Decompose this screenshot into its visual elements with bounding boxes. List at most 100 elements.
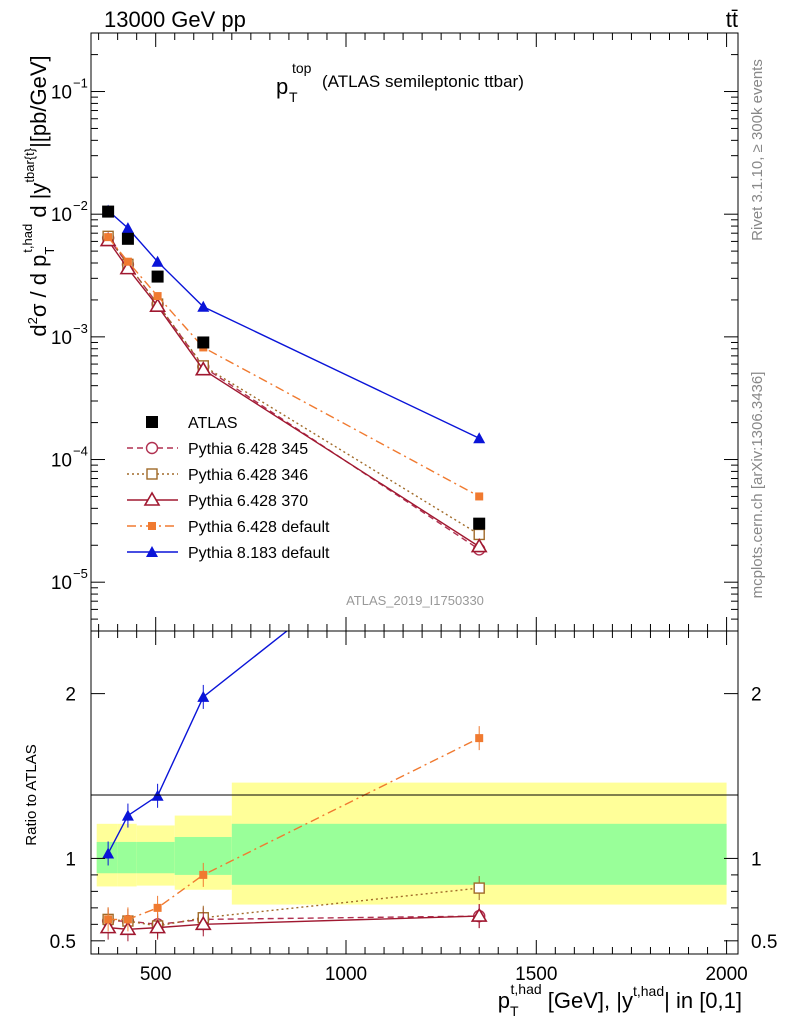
legend-entry: Pythia 6.428 346: [127, 467, 308, 484]
main-y-tick-label: 10: [51, 205, 72, 226]
main-data-point: [197, 336, 210, 349]
ratio-y-tick-label-right: 1: [751, 849, 762, 870]
main-y-axis: 10−110−210−310−410−5: [51, 54, 738, 632]
main-data-point: [104, 233, 113, 242]
plot-title: p top T (ATLAS semileptonic ttbar): [276, 60, 524, 105]
ratio-y-tick-label: 0.5: [50, 932, 76, 953]
main-y-tick-label: 10: [51, 451, 72, 472]
main-frame: [90, 32, 739, 632]
main-data-point: [470, 538, 488, 553]
title-p: p: [276, 74, 288, 99]
energy-label: 13000 GeV pp: [104, 7, 246, 32]
ratio-data-point: [470, 907, 488, 922]
main-y-tick-label: 10: [51, 573, 72, 594]
main-data-point: [197, 300, 210, 312]
main-series-line: [107, 235, 480, 536]
title-sup: top: [292, 60, 312, 76]
rivet-label: Rivet 3.1.10, ≥ 300k events: [749, 59, 766, 241]
main-data-point: [149, 297, 166, 312]
legend-label: Pythia 6.428 370: [188, 493, 308, 510]
ratio-y-tick-label-right: 2: [751, 685, 762, 706]
main-data-point: [475, 492, 484, 501]
stat-uncertainty-band: [136, 841, 175, 874]
legend-label: Pythia 8.183 default: [188, 545, 330, 562]
legend-label: Pythia 6.428 default: [188, 519, 330, 536]
main-data-point: [119, 260, 137, 275]
legend-label: Pythia 6.428 345: [188, 441, 308, 458]
main-panel: 10−110−210−310−410−5 p top T (ATLAS semi…: [20, 32, 739, 632]
main-data-point: [153, 292, 162, 301]
main-y-label: d2σ / d pTt,had d |ytbar{t}|[pb/GeV]: [20, 55, 57, 336]
x-tick-label: 1000: [325, 964, 367, 985]
ratio-data-point: [102, 847, 115, 859]
ratio-data-layer: [99, 631, 488, 942]
ratio-data-point: [199, 870, 208, 879]
main-y-tick-exponent: −4: [73, 444, 88, 459]
ratio-y-tick-label: 1: [65, 849, 76, 870]
ratio-data-point: [197, 690, 210, 702]
main-y-tick-exponent: −3: [73, 321, 88, 336]
legend: ATLAS Pythia 6.428 345 Pythia 6.428 346 Pyt…: [127, 415, 330, 562]
main-data-point: [151, 255, 164, 267]
legend-marker: [145, 441, 159, 455]
stat-uncertainty-band: [117, 841, 137, 874]
ratio-y-tick-label: 2: [65, 685, 76, 706]
stat-uncertainty-band: [231, 823, 727, 885]
main-data-layer: [99, 204, 488, 556]
x-tick-label: 2000: [705, 964, 747, 985]
legend-entry: Pythia 8.183 default: [127, 545, 330, 562]
main-data-point: [194, 361, 212, 376]
x-axis-label-text: pTt,had [GeV], |yt,had| in [0,1]: [498, 981, 742, 1019]
main-y-tick-exponent: −5: [73, 566, 88, 581]
uncertainty-bands: [96, 782, 727, 905]
ratio-data-point: [104, 915, 113, 924]
main-data-point: [121, 232, 134, 245]
main-data-point: [151, 270, 164, 283]
x-tick-label: 500: [140, 964, 172, 985]
ratio-data-point: [194, 915, 212, 931]
process-label: tt̄: [726, 7, 738, 32]
ratio-y-label: Ratio to ATLAS: [23, 744, 40, 845]
legend-marker: [148, 522, 156, 530]
title-suffix: (ATLAS semileptonic ttbar): [322, 72, 524, 91]
title-sub: T: [289, 89, 298, 105]
ratio-x-axis: 500 1000 1500 2000: [98, 631, 748, 985]
ratio-data-point: [153, 903, 162, 912]
main-data-point: [473, 517, 486, 530]
ratio-data-point: [123, 915, 132, 924]
ratio-series-line: [108, 915, 480, 926]
main-data-point: [123, 257, 132, 266]
legend-marker: [143, 491, 161, 506]
legend-marker: [146, 416, 158, 428]
ratio-data-point: [121, 809, 134, 821]
main-series-line: [107, 210, 480, 439]
main-y-tick-exponent: −1: [73, 76, 88, 91]
main-y-label-text: d2σ / d pTt,had d |ytbar{t}|[pb/GeV]: [20, 55, 57, 336]
legend-marker: [146, 468, 158, 480]
legend-entry: ATLAS: [146, 415, 238, 432]
mcplots-label: mcplots.cern.ch [arXiv:1306.3436]: [749, 372, 766, 599]
ratio-series-group: [99, 631, 488, 942]
ratio-frame: [90, 630, 739, 955]
main-data-point: [121, 222, 134, 234]
main-y-tick-label: 10: [51, 328, 72, 349]
analysis-watermark: ATLAS_2019_I1750330: [346, 593, 484, 608]
legend-marker: [146, 546, 158, 557]
main-y-tick-label: 10: [51, 83, 72, 104]
legend-label: ATLAS: [188, 415, 238, 432]
x-tick-label: 1500: [515, 964, 557, 985]
ratio-y-tick-label-right: 0.5: [751, 932, 777, 953]
main-data-point: [473, 528, 485, 541]
legend-entry: Pythia 6.428 default: [127, 519, 330, 536]
ratio-data-point: [475, 734, 484, 743]
main-data-point: [473, 432, 486, 444]
ratio-data-point: [149, 919, 166, 934]
legend-entry: Pythia 6.428 345: [127, 441, 308, 458]
legend-label: Pythia 6.428 346: [188, 467, 308, 484]
main-series-group: [99, 204, 488, 556]
legend-entry: Pythia 6.428 370: [127, 491, 308, 510]
main-data-point: [102, 205, 115, 218]
ratio-y-axis: 0.5 0.5 1 1 2 2: [50, 685, 778, 953]
